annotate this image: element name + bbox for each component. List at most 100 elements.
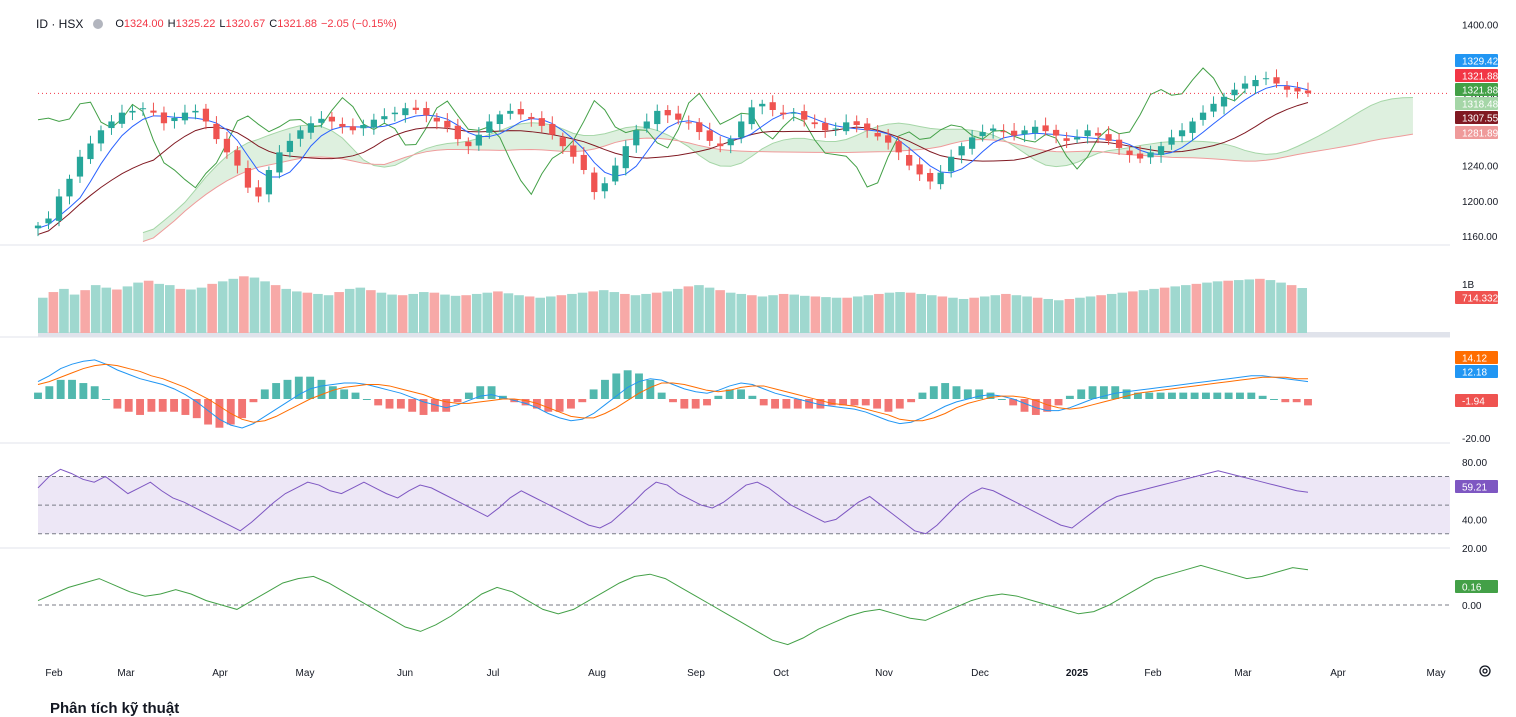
volume-bar [59, 288, 69, 333]
macd-signal-badge: 14.12 [1462, 354, 1487, 365]
candle [1147, 152, 1154, 158]
candle [538, 118, 545, 126]
volume-bar [535, 297, 545, 333]
volume-bar [694, 285, 704, 333]
macd-histogram-bar [578, 399, 587, 403]
volume-bar [260, 281, 270, 333]
candle [675, 113, 682, 120]
volume-bar [1202, 282, 1212, 333]
volume-bar [366, 290, 376, 333]
macd-histogram-bar [56, 379, 65, 399]
candle [759, 103, 766, 107]
macd-histogram-bar [782, 399, 791, 409]
time-axis-label: Dec [971, 668, 989, 679]
macd-histogram-bar [691, 399, 700, 409]
open-label: O [115, 18, 124, 30]
rsi-last-badge: 59.21 [1462, 483, 1487, 494]
macd-histogram-badge-bg [1455, 394, 1498, 407]
macd-histogram-bar [170, 399, 179, 412]
rsi-last-badge-bg [1455, 480, 1498, 493]
rsi-line [37, 468, 1309, 535]
macd-histogram-bar [1213, 392, 1222, 399]
candle [885, 135, 892, 143]
volume-bar [1276, 282, 1286, 333]
volume-bar [503, 293, 514, 333]
volume-bar [1181, 285, 1191, 333]
candle [76, 156, 84, 177]
macd-histogram-bar [1043, 399, 1052, 412]
candle [444, 120, 451, 128]
candle [612, 165, 619, 182]
candle [580, 154, 587, 170]
macd-histogram-bar [453, 399, 462, 403]
volume-last-badge-bg [1455, 291, 1498, 304]
volume-bar [1096, 295, 1106, 333]
symbol-label[interactable]: ID · HSX [36, 17, 84, 31]
chart-header: ID · HSX O 1324.00 H 1325.22 L 1320.67 C 132… [36, 17, 401, 31]
macd-histogram-bar [986, 392, 995, 399]
candle [958, 146, 965, 156]
volume-bar [281, 288, 291, 333]
volume-bar [165, 285, 175, 333]
series-badge-bg [1455, 111, 1498, 124]
candle [465, 141, 472, 147]
series-badge: 1307.55 [1462, 114, 1499, 125]
macd-histogram-bar [1304, 399, 1312, 406]
macd-histogram-bar [215, 399, 224, 428]
macd-histogram-bar [487, 386, 496, 399]
candle [370, 119, 377, 128]
macd-histogram-bar [771, 399, 779, 409]
macd-histogram-bar [1099, 386, 1108, 399]
volume-bar [48, 292, 59, 333]
low-value: 1320.67 [225, 18, 266, 30]
volume-bar [292, 291, 302, 333]
series-badge-bg [1455, 83, 1498, 96]
volume-bar [577, 292, 588, 333]
candle [1115, 139, 1123, 148]
volume-bar [630, 295, 641, 333]
volume-bar [895, 292, 905, 333]
volume-bar [588, 291, 598, 333]
macd-histogram-bar [816, 399, 825, 409]
candle [171, 117, 178, 122]
candle [1252, 80, 1259, 87]
macd-histogram-bar [918, 392, 927, 399]
volume-bar [112, 289, 122, 333]
volume-bar [1117, 292, 1128, 333]
volume-bar [69, 294, 80, 333]
macd-histogram-bar [124, 399, 133, 412]
volume-bar [101, 287, 112, 333]
volume-bar [1244, 279, 1255, 333]
macd-histogram-bar [1088, 386, 1097, 399]
volume-bar [1032, 297, 1043, 333]
macd-histogram-bar [238, 399, 247, 419]
price-axis-tick: 1320.00 [1462, 91, 1499, 102]
volume-bar [683, 286, 694, 333]
candle [853, 121, 860, 125]
candle [549, 124, 556, 135]
candle [286, 140, 294, 152]
candle [570, 145, 577, 157]
macd-histogram-bar [1009, 399, 1018, 406]
volume-bar [1128, 291, 1138, 333]
series-badge-bg [1455, 54, 1498, 67]
volume-bar [1043, 298, 1053, 333]
candle [769, 102, 776, 110]
macd-histogram-bar [1258, 395, 1267, 399]
osc-last-badge-bg [1455, 580, 1498, 593]
candle [1283, 86, 1291, 90]
volume-bar [567, 293, 577, 333]
volume-bar [1011, 295, 1022, 333]
volume-bar [725, 292, 736, 333]
candle [696, 122, 703, 133]
volume-bar [979, 296, 990, 333]
candle [391, 112, 398, 115]
candle [297, 130, 304, 139]
candle [1000, 131, 1007, 133]
macd-histogram-bar [635, 373, 643, 399]
gear-icon[interactable] [1478, 664, 1492, 678]
volume-bar [800, 295, 810, 333]
macd-histogram-bar [714, 395, 723, 399]
macd-signal-badge-bg [1455, 351, 1498, 364]
